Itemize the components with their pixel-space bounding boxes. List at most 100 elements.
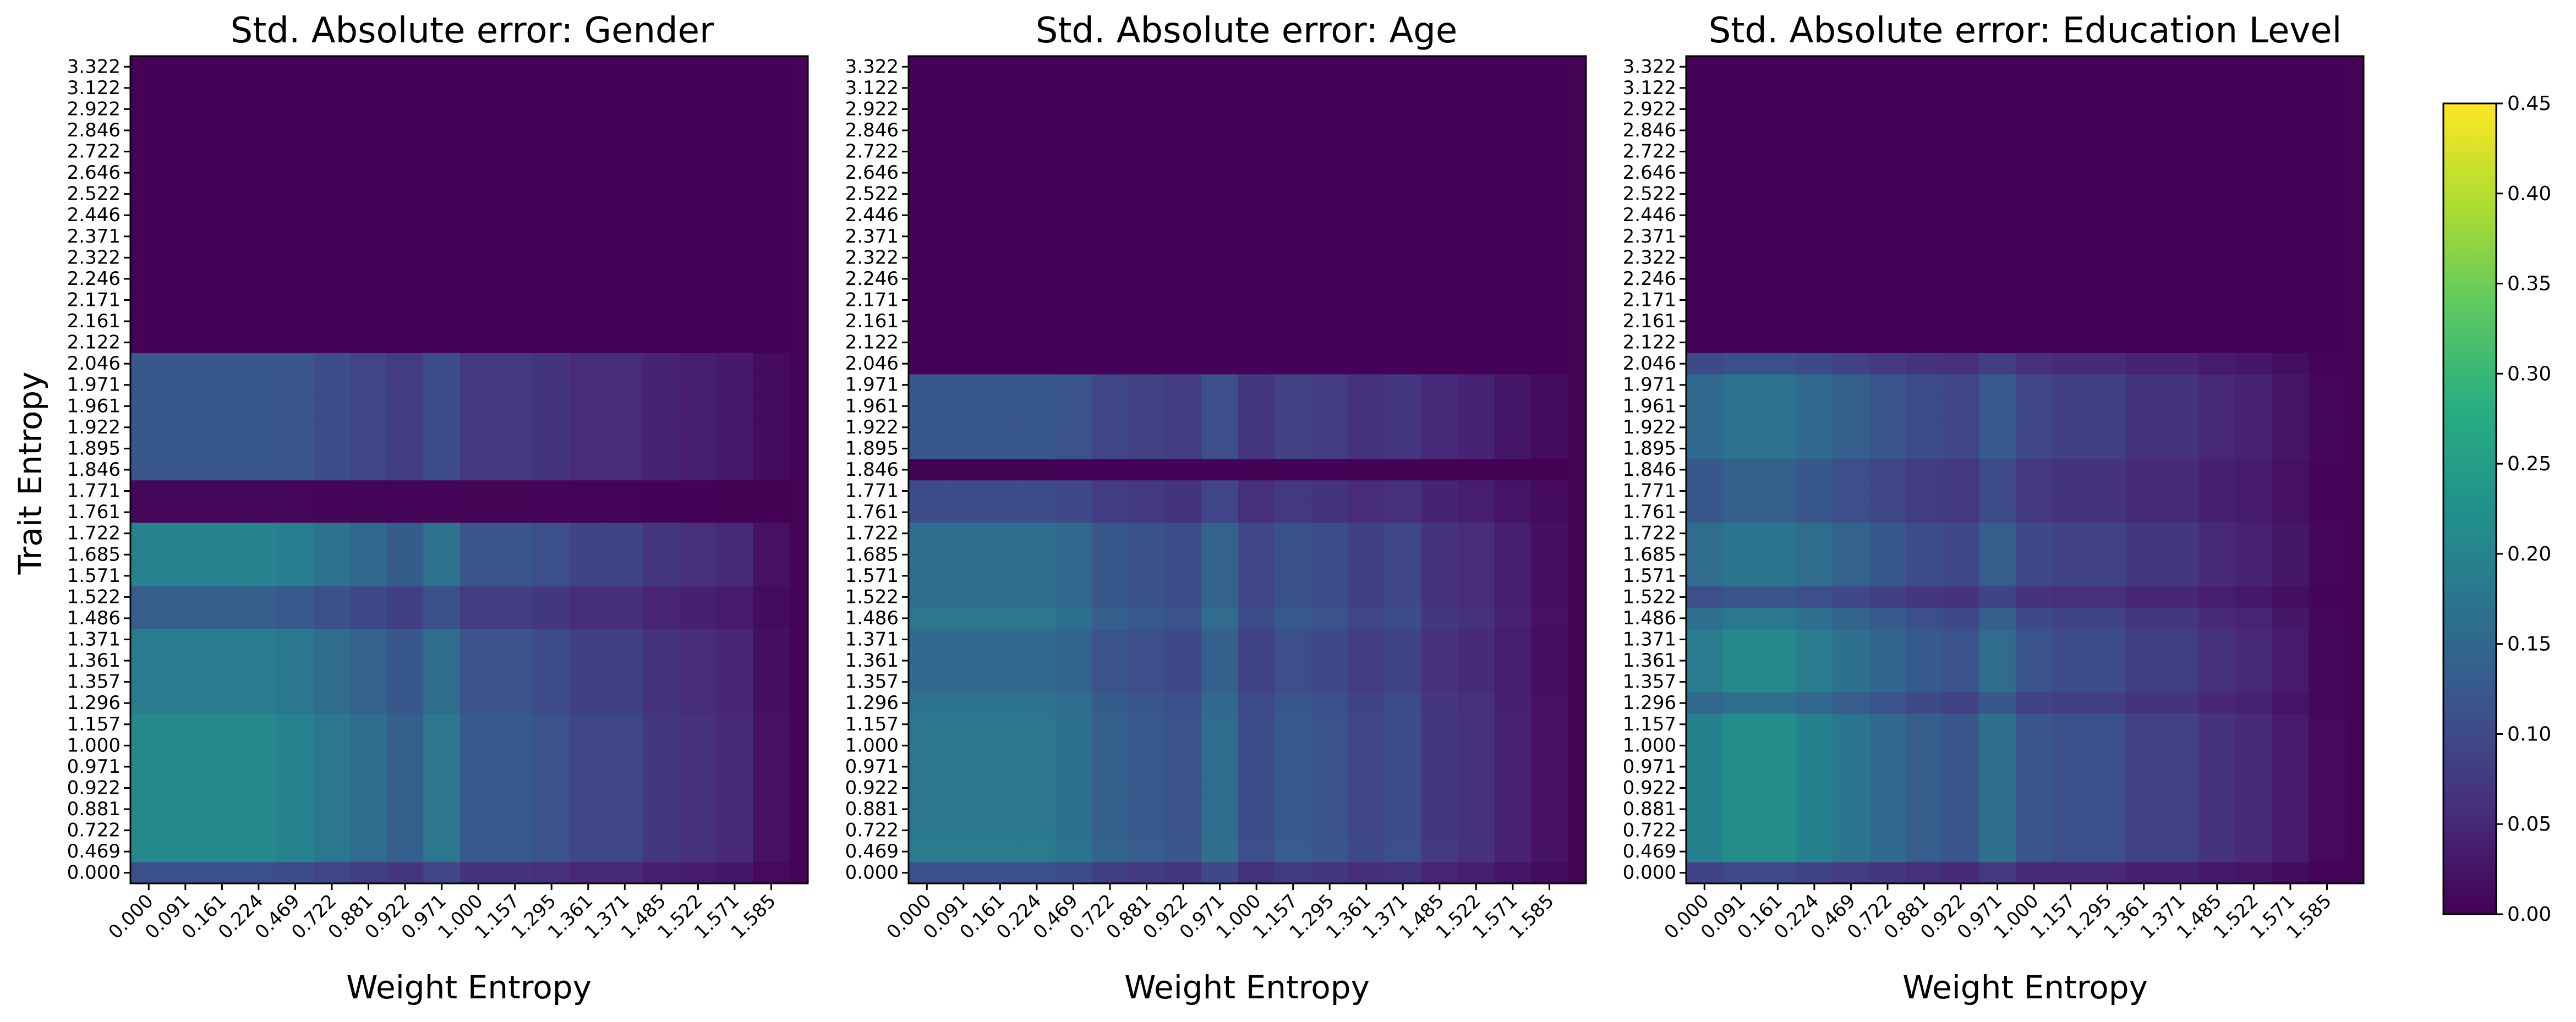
heatmap-cell [204,268,241,290]
heatmap-cell [909,586,946,608]
heatmap-cell [2125,77,2163,99]
heatmap-cell [1796,480,1833,502]
heatmap-cell [533,735,571,757]
y-tick-label: 1.371 [67,629,121,651]
heatmap-cell [1942,438,1980,460]
heatmap-cell [643,459,680,481]
heatmap-cell [277,543,314,566]
heatmap-cell [2015,671,2053,693]
heatmap-cell [643,141,680,163]
heatmap-cell [909,692,946,715]
heatmap-cell [1018,374,1055,396]
heatmap-cell [1348,438,1385,460]
heatmap-cell [2198,204,2236,227]
heatmap-cell [1055,183,1092,205]
heatmap-cell [1906,629,1943,651]
heatmap-cell [945,416,982,438]
heatmap-cell [606,840,644,863]
heatmap-cell [313,820,351,842]
heatmap-cell [1833,629,1870,651]
y-tick-label: 2.371 [845,226,899,248]
heatmap-cell [167,798,204,821]
heatmap-cell [533,777,571,799]
colorbar-tick-label: 0.10 [2507,723,2551,745]
heatmap-cell [570,459,607,481]
heatmap-cell [1128,98,1166,120]
heatmap-cell [2235,98,2273,120]
heatmap-cell [2162,629,2200,651]
heatmap-cell [496,119,534,142]
heatmap-cell [753,523,790,545]
heatmap-cell [1164,332,1202,354]
heatmap-cell [1979,77,2016,99]
heatmap-cell [1385,289,1422,311]
heatmap-cell [1458,374,1495,396]
heatmap-cell [680,56,717,78]
heatmap-cell [1869,416,1907,438]
heatmap-cell [1686,119,1724,142]
heatmap-cell [1796,650,1833,672]
heatmap-cell [909,862,946,884]
heatmap-cell [2272,374,2309,396]
heatmap-cell [204,162,241,184]
heatmap-cell [1759,119,1797,142]
heatmap-cell [167,247,204,269]
y-tick-label: 1.361 [845,650,899,672]
y-tick-label: 1.895 [1623,437,1676,459]
heatmap-cell [1796,98,1833,120]
heatmap-cell [2015,692,2053,715]
heatmap-cell [1091,523,1129,545]
heatmap-cell [643,629,680,651]
heatmap-cell [1906,798,1943,821]
heatmap-cell [1091,777,1129,799]
heatmap-cell [496,862,534,884]
heatmap-cell [2088,374,2126,396]
heatmap-cell [643,586,680,608]
heatmap-cell [1979,501,2016,524]
heatmap-cell [423,56,461,78]
heatmap-cell [350,692,387,715]
heatmap-cell [753,459,790,481]
heatmap-cell [1091,543,1129,566]
heatmap-cell [1531,565,1568,587]
heatmap-cell [945,862,982,884]
heatmap-cell [2162,798,2200,821]
heatmap-cell [2162,56,2200,78]
heatmap-cell [680,268,717,290]
heatmap-cell [1942,735,1980,757]
heatmap-cell [716,629,753,651]
heatmap-cell [1531,586,1568,608]
y-tick-label: 1.371 [845,629,899,651]
heatmap-cell [1421,523,1458,545]
heatmap-cell [753,586,790,608]
heatmap-cell [1869,501,1907,524]
heatmap-cell [1759,629,1797,651]
heatmap-cell [204,310,241,333]
y-tick-label: 1.000 [845,734,899,756]
y-tick-label: 1.685 [67,543,121,565]
heatmap-cell [423,650,461,672]
heatmap-cell [753,650,790,672]
heatmap-cell [1869,523,1907,545]
heatmap-cell [277,438,314,460]
heatmap-cell [1164,268,1202,290]
heatmap-cell [350,777,387,799]
heatmap-cell [533,459,571,481]
heatmap-cell [496,141,534,163]
heatmap-cell [423,840,461,863]
heatmap-cell [533,480,571,502]
heatmap-cell [716,756,753,778]
heatmap-cell [1275,650,1312,672]
heatmap-cell [1796,523,1833,545]
heatmap-cell [1906,480,1943,502]
heatmap-cell [2198,798,2236,821]
heatmap-cell [1942,247,1980,269]
y-tick-label: 0.469 [845,840,899,862]
heatmap-cell [606,543,644,566]
heatmap-cell [1722,777,1760,799]
heatmap-cell [1311,523,1349,545]
y-tick-label: 2.522 [1623,183,1676,205]
heatmap-cell [1348,416,1385,438]
heatmap-cell [130,692,168,715]
heatmap-cell [2198,523,2236,545]
